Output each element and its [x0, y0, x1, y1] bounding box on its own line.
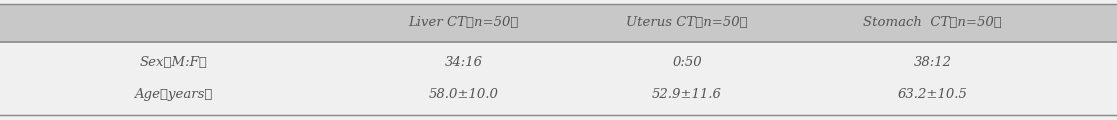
Bar	[0, 4, 1117, 42]
Text: 34:16: 34:16	[445, 56, 483, 69]
Text: 63.2±10.5: 63.2±10.5	[898, 88, 967, 101]
Text: 58.0±10.0: 58.0±10.0	[429, 88, 498, 101]
Text: Age（years）: Age（years）	[134, 88, 212, 101]
Text: Sex（M:F）: Sex（M:F）	[140, 56, 207, 69]
Text: Stomach  CT（n=50）: Stomach CT（n=50）	[863, 16, 1002, 29]
Text: Liver CT（n=50）: Liver CT（n=50）	[409, 16, 518, 29]
Text: 52.9±11.6: 52.9±11.6	[652, 88, 722, 101]
Text: 0:50: 0:50	[672, 56, 701, 69]
Text: 38:12: 38:12	[914, 56, 952, 69]
Text: Uterus CT（n=50）: Uterus CT（n=50）	[627, 16, 747, 29]
